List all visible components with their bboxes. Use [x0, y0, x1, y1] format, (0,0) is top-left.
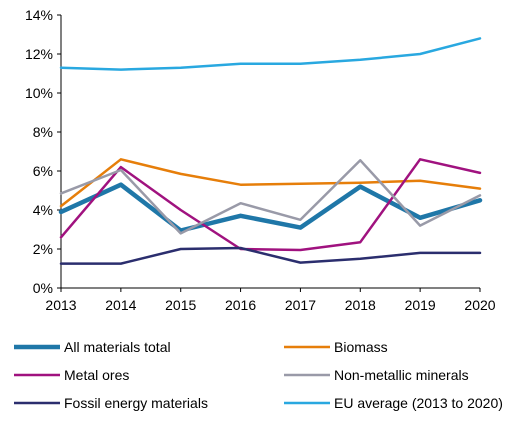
- legend-label: EU average (2013 to 2020): [334, 395, 503, 411]
- legend-label: Metal ores: [64, 367, 129, 383]
- x-tick-label: 2016: [225, 297, 256, 313]
- legend: All materials total Biomass Metal ores Non-…: [14, 339, 503, 411]
- y-tick-label: 2%: [33, 241, 53, 257]
- x-tick-label: 2017: [285, 297, 316, 313]
- series-line-eu-average-2013-to-2020: [59, 37, 482, 71]
- y-tick-label: 0%: [33, 280, 53, 296]
- series-lines: [58, 37, 483, 265]
- series-line-fossil-energy-materials: [59, 246, 482, 265]
- x-tick-label: 2019: [405, 297, 436, 313]
- x-tick-label: 2020: [464, 297, 495, 313]
- y-tick-label: 14%: [25, 7, 53, 23]
- x-tick-label: 2018: [345, 297, 376, 313]
- legend-label: Non-metallic minerals: [334, 367, 469, 383]
- x-axis-tick-labels: 2013 2014 2015 2016 2017 2018 2019 2020: [45, 288, 496, 313]
- y-tick-label: 4%: [33, 202, 53, 218]
- y-tick-label: 8%: [33, 124, 53, 140]
- y-tick-label: 10%: [25, 85, 53, 101]
- series-line-all-materials-total: [58, 182, 483, 233]
- series-line-non-metallic-minerals: [59, 159, 482, 235]
- x-tick-label: 2014: [105, 297, 136, 313]
- legend-label: Biomass: [334, 339, 388, 355]
- y-tick-label: 6%: [33, 163, 53, 179]
- legend-label: Fossil energy materials: [64, 395, 208, 411]
- series-line-biomass: [59, 158, 482, 208]
- series-line-metal-ores: [59, 158, 482, 252]
- x-tick-label: 2013: [45, 297, 76, 313]
- legend-label: All materials total: [64, 339, 171, 355]
- y-axis-tick-labels: 0% 2% 4% 6% 8% 10% 12% 14%: [25, 7, 61, 296]
- x-tick-label: 2015: [165, 297, 196, 313]
- y-tick-label: 12%: [25, 46, 53, 62]
